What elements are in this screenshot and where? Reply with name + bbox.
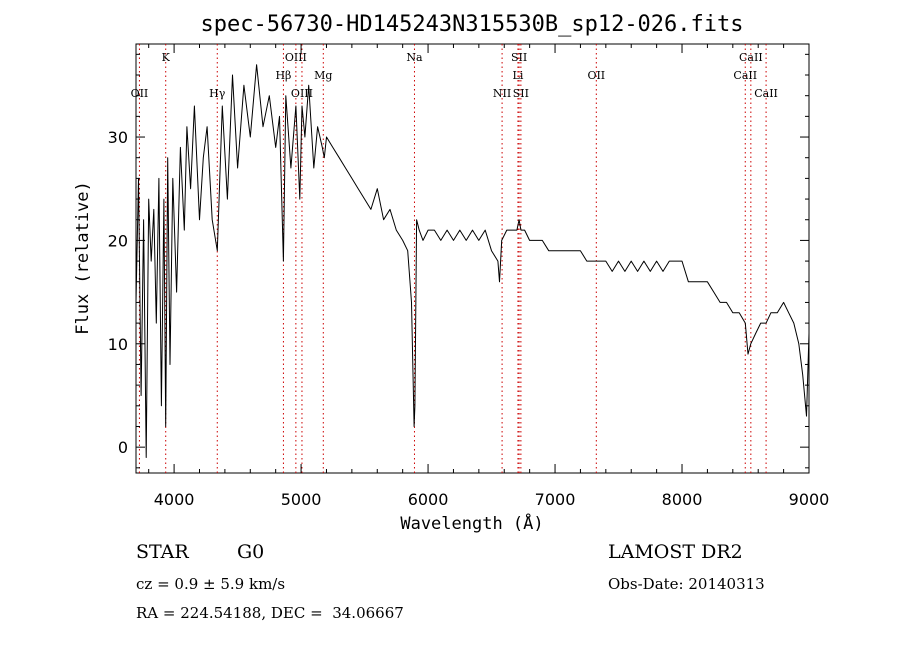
line-label-8: SII bbox=[511, 51, 527, 64]
y-axis-ticks: 0 10 20 30 bbox=[108, 53, 809, 469]
x-axis-ticks: 4000 5000 6000 7000 8000 9000 bbox=[148, 44, 830, 509]
chart-title: spec-56730-HD145243N315530B_sp12-026.fit… bbox=[200, 12, 743, 37]
line-label-15: CaII bbox=[754, 87, 778, 100]
y-tick-label-30: 30 bbox=[108, 128, 128, 147]
object-subclass: G0 bbox=[237, 541, 265, 563]
coordinates: RA = 224.54188, DEC = 34.06667 bbox=[136, 604, 404, 622]
line-label-2: Hγ bbox=[209, 87, 226, 100]
y-tick-label-10: 10 bbox=[108, 335, 128, 354]
line-label-1: OII bbox=[131, 87, 149, 100]
line-label-0: K bbox=[162, 51, 171, 64]
line-label-12: OII bbox=[587, 69, 605, 82]
line-label-7: Na bbox=[406, 51, 423, 64]
spectrum-series bbox=[135, 64, 810, 458]
object-class: STAR bbox=[136, 541, 189, 563]
survey-name: LAMOST DR2 bbox=[608, 541, 743, 563]
line-label-13: CaII bbox=[739, 51, 763, 64]
line-label-9: Li bbox=[513, 69, 524, 82]
y-tick-label-0: 0 bbox=[118, 438, 128, 457]
line-label-10: NII bbox=[493, 87, 511, 100]
line-label-3: OIII bbox=[285, 51, 307, 64]
x-axis-label: Wavelength (Å) bbox=[400, 512, 543, 534]
line-label-11: SII bbox=[513, 87, 529, 100]
x-tick-label-5000: 5000 bbox=[281, 490, 322, 509]
y-axis-label: Flux (relative) bbox=[73, 181, 93, 335]
spectrum-line bbox=[135, 64, 810, 458]
plot-frame bbox=[135, 43, 810, 474]
line-label-14: CaII bbox=[733, 69, 757, 82]
x-tick-label-4000: 4000 bbox=[154, 490, 195, 509]
observation-date: Obs-Date: 20140313 bbox=[608, 575, 765, 593]
x-tick-label-7000: 7000 bbox=[535, 490, 576, 509]
spectrum-chart: spec-56730-HD145243N315530B_sp12-026.fit… bbox=[73, 12, 830, 534]
spectral-line-markers bbox=[138, 44, 767, 473]
y-tick-label-20: 20 bbox=[108, 231, 128, 250]
redshift-cz: cz = 0.9 ± 5.9 km/s bbox=[136, 575, 286, 593]
x-tick-label-9000: 9000 bbox=[789, 490, 830, 509]
x-tick-label-6000: 6000 bbox=[408, 490, 449, 509]
x-tick-label-8000: 8000 bbox=[662, 490, 703, 509]
line-label-4: Hβ bbox=[275, 69, 291, 82]
line-label-6: Mg bbox=[314, 69, 332, 82]
